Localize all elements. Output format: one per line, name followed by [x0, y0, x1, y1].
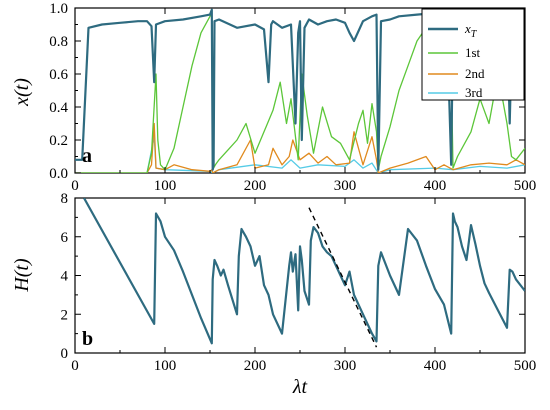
legend-label-xt-base: x [464, 21, 471, 36]
panel-b-x-tick-label: 500 [514, 358, 537, 374]
legend-label-1st: 1st [465, 45, 481, 60]
panel-a-y-tick-label: 0.2 [49, 133, 68, 149]
legend: xT 1st 2nd 3rd [421, 8, 525, 101]
legend-label-3rd: 3rd [465, 85, 483, 100]
panel-b-x-tick-label: 0 [71, 358, 79, 374]
panel-a-y-tick-label: 1.0 [49, 1, 68, 17]
panel-b-x-tick-label: 400 [424, 358, 447, 374]
panel-a-y-tick-label: 0.6 [49, 67, 68, 83]
legend-label-xt-sub: T [471, 29, 478, 40]
panel-b-letter: b [82, 328, 93, 350]
series-line-h [83, 198, 525, 345]
x-axis-label: λt [292, 376, 308, 398]
panel-b-y-tick-label: 8 [61, 191, 69, 207]
panel-b-x-tick-label: 300 [334, 358, 357, 374]
legend-label-xt: xT [464, 21, 478, 40]
series-line-2nd [75, 122, 525, 173]
panel-b-x-tick-label: 100 [154, 358, 177, 374]
panel-a-y-tick-label: 0.4 [49, 100, 68, 116]
panel-a-y-tick-label: 0.0 [49, 166, 68, 182]
legend-box [421, 8, 525, 101]
panel-b-y-axis-label: H(t) [11, 258, 33, 293]
panel-a-y-tick-label: 0.8 [49, 34, 68, 50]
panel-a-x-tick-label: 0 [71, 178, 79, 194]
legend-label-2nd: 2nd [465, 66, 485, 81]
panel-b-x-tick-label: 200 [244, 358, 267, 374]
panel-a-x-tick-label: 200 [244, 178, 267, 194]
panel-a-x-tick-label: 300 [334, 178, 357, 194]
panel-b: 0 100 200 300 400 500 0 2 4 6 8 H(t) b λt [11, 191, 536, 398]
panel-a-x-tick-label: 400 [424, 178, 447, 194]
series-line-3rd [75, 136, 525, 173]
panel-b-y-tick-label: 4 [61, 269, 69, 285]
reference-dashed-line [308, 207, 378, 348]
panel-b-y-tick-label: 0 [61, 346, 69, 362]
panel-a-x-tick-label: 100 [154, 178, 177, 194]
panel-b-y-tick-label: 6 [61, 230, 69, 246]
panel-b-y-tick-label: 2 [61, 307, 69, 323]
panel-b-series-group [83, 198, 525, 348]
panel-a-y-axis-label: x(t) [11, 78, 33, 107]
panel-a-x-tick-label: 500 [514, 178, 537, 194]
panel-a-letter: a [82, 145, 92, 167]
